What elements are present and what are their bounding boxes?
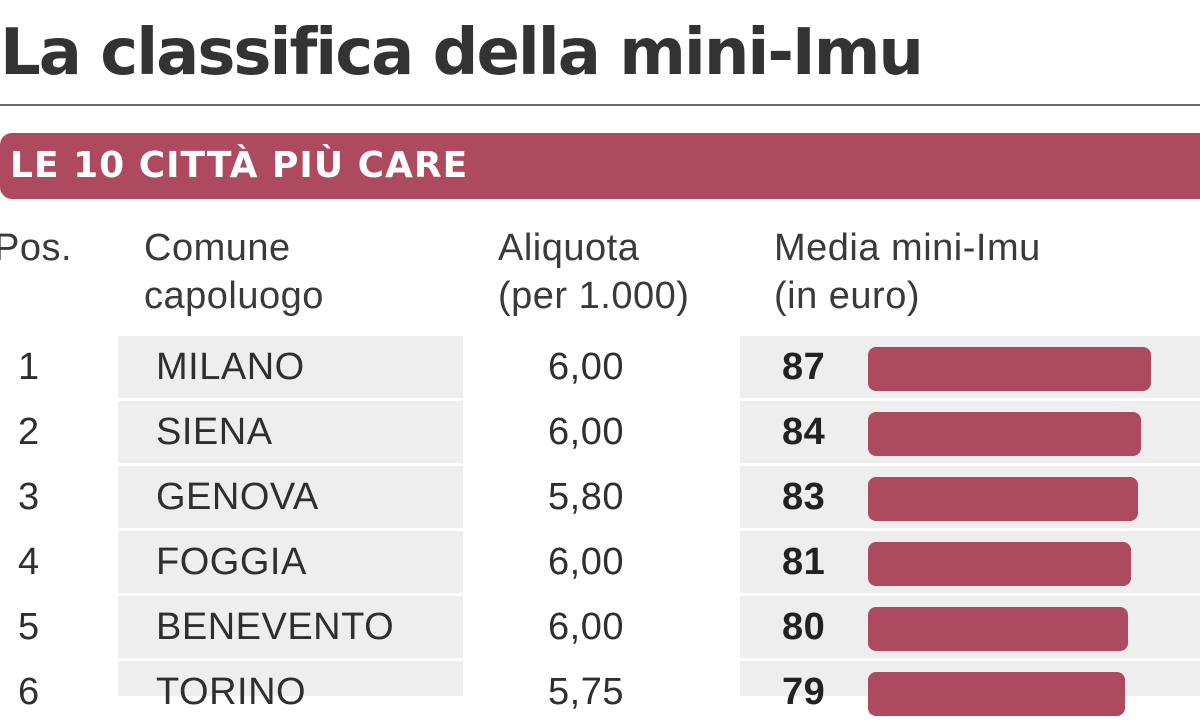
row-position: 4	[18, 541, 40, 583]
table-row: 5 BENEVENTO 6,00 80	[0, 596, 1200, 661]
row-value-label: 84	[782, 411, 826, 453]
data-table: 1 MILANO 6,00 87 2 SIENA 6,00 84 3 GENOVA 5,80 83 4 F…	[0, 336, 1200, 726]
value-bar	[868, 412, 1141, 456]
row-value-label: 79	[782, 671, 826, 713]
column-header-value-line-2: (in euro)	[774, 275, 920, 317]
table-row: 6 TORINO 5,75 79	[0, 661, 1200, 726]
value-bar	[868, 607, 1128, 651]
column-header-rate-line-1: Aliquota	[498, 227, 640, 269]
column-header-rate-line-2: (per 1.000)	[498, 275, 690, 317]
value-bar	[868, 672, 1125, 716]
column-header-position-line-1: Pos.	[0, 227, 73, 269]
column-header-city-line-2: capoluogo	[144, 275, 324, 317]
row-city: MILANO	[156, 346, 305, 388]
row-rate: 5,80	[548, 476, 624, 518]
row-rate: 5,75	[548, 671, 624, 713]
value-bar	[868, 347, 1151, 391]
column-header-rate: Aliquota (per 1.000)	[498, 224, 689, 320]
row-position: 6	[18, 671, 40, 713]
row-city: BENEVENTO	[156, 606, 395, 648]
column-header-value: Media mini-Imu (in euro)	[774, 224, 1041, 320]
city-column-background	[118, 336, 463, 696]
row-value-label: 81	[782, 541, 826, 583]
row-value-label: 87	[782, 346, 826, 388]
row-rate: 6,00	[548, 346, 624, 388]
row-position: 1	[18, 346, 40, 388]
column-header-position: Pos.	[0, 224, 72, 272]
row-position: 5	[18, 606, 40, 648]
row-position: 2	[18, 411, 40, 453]
row-rate: 6,00	[548, 541, 624, 583]
row-city: FOGGIA	[156, 541, 307, 583]
title-divider	[0, 104, 1200, 106]
chart-title: La classifica della mini-Imu	[0, 16, 924, 90]
table-row: 2 SIENA 6,00 84	[0, 401, 1200, 466]
table-row: 4 FOGGIA 6,00 81	[0, 531, 1200, 596]
value-bar	[868, 542, 1131, 586]
row-value-label: 83	[782, 476, 826, 518]
table-row: 3 GENOVA 5,80 83	[0, 466, 1200, 531]
subtitle-banner: LE 10 CITTÀ PIÙ CARE	[0, 133, 1200, 199]
row-value-label: 80	[782, 606, 826, 648]
chart-subtitle: LE 10 CITTÀ PIÙ CARE	[10, 145, 469, 186]
row-rate: 6,00	[548, 606, 624, 648]
column-header-city: Comune capoluogo	[144, 224, 324, 320]
table-row: 1 MILANO 6,00 87	[0, 336, 1200, 401]
column-header-value-line-1: Media mini-Imu	[774, 227, 1041, 269]
row-city: TORINO	[156, 671, 307, 713]
row-city: GENOVA	[156, 476, 319, 518]
row-city: SIENA	[156, 411, 273, 453]
row-position: 3	[18, 476, 40, 518]
value-bar	[868, 477, 1138, 521]
row-rate: 6,00	[548, 411, 624, 453]
column-header-city-line-1: Comune	[144, 227, 291, 269]
